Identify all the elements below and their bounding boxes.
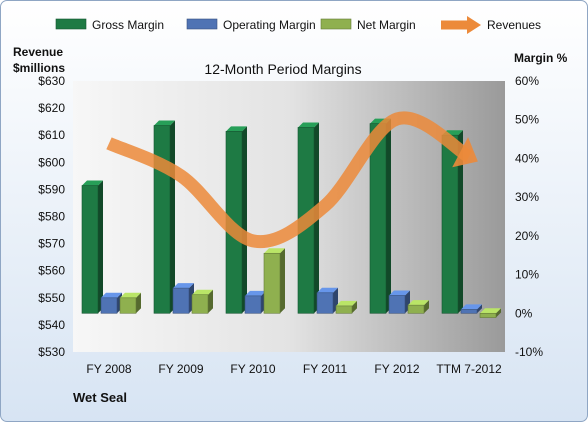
legend-swatch	[55, 18, 87, 30]
right-tick-label: 20%	[515, 229, 539, 243]
legend-swatch	[186, 18, 218, 30]
category-label: FY 2009	[158, 362, 203, 376]
category-label: TTM 7-2012	[436, 362, 502, 376]
left-tick-label: $550	[38, 291, 65, 305]
right-tick-label: 50%	[515, 113, 539, 127]
company-name: Wet Seal	[73, 390, 127, 405]
category-label: FY 2011	[303, 362, 348, 376]
bar-net-margin	[191, 289, 213, 314]
left-tick-label: $630	[38, 74, 65, 88]
category-label: FY 2010	[230, 362, 275, 376]
bar-net-margin	[263, 248, 285, 314]
left-axis-label-line2: $millions	[13, 61, 65, 75]
bar-net-margin	[119, 292, 141, 314]
bar-operating-margin	[100, 292, 122, 314]
chart-title: 12-Month Period Margins	[204, 61, 361, 77]
bar-gross-margin	[441, 130, 463, 314]
right-tick-label: 0%	[515, 306, 533, 320]
bar-operating-margin	[460, 304, 482, 314]
bar-operating-margin	[316, 287, 338, 314]
bar-gross-margin	[369, 118, 391, 314]
left-tick-label: $530	[38, 345, 65, 359]
legend-label: Revenues	[487, 18, 541, 32]
legend-item-gross-margin: Gross Margin	[55, 18, 164, 32]
revenue-line	[106, 111, 473, 249]
legend-item-net-margin: Net Margin	[320, 18, 416, 32]
left-tick-label: $620	[38, 101, 65, 115]
right-tick-label: 30%	[515, 190, 539, 204]
bar-operating-margin	[172, 283, 194, 314]
legend-label: Gross Margin	[92, 18, 164, 32]
bar-net-margin	[479, 308, 501, 318]
left-tick-label: $600	[38, 155, 65, 169]
right-tick-label: -10%	[515, 345, 543, 359]
right-axis-label: Margin %	[514, 51, 568, 65]
right-tick-label: 40%	[515, 151, 539, 165]
left-tick-label: $580	[38, 210, 65, 224]
left-tick-label: $590	[38, 182, 65, 196]
category-label: FY 2012	[374, 362, 419, 376]
bar-operating-margin	[244, 290, 266, 314]
left-axis-label-line1: Revenue	[13, 45, 63, 59]
legend-item-revenues: Revenues	[441, 16, 541, 34]
bar-gross-margin	[81, 180, 103, 314]
bar-net-margin	[407, 300, 429, 314]
legend-label: Operating Margin	[223, 18, 316, 32]
bar-net-margin	[335, 300, 357, 314]
right-tick-label: 60%	[515, 74, 539, 88]
legend-label: Net Margin	[357, 18, 416, 32]
left-tick-label: $540	[38, 318, 65, 332]
legend-item-operating-margin: Operating Margin	[186, 18, 316, 32]
bar-operating-margin	[388, 290, 410, 314]
bar-gross-margin	[153, 120, 175, 314]
legend-swatch	[320, 18, 352, 30]
category-label: FY 2008	[86, 362, 131, 376]
left-tick-label: $610	[38, 128, 65, 142]
left-tick-label: $570	[38, 237, 65, 251]
revenue-arrowhead	[452, 137, 478, 168]
right-tick-label: 10%	[515, 268, 539, 282]
left-tick-label: $560	[38, 264, 65, 278]
